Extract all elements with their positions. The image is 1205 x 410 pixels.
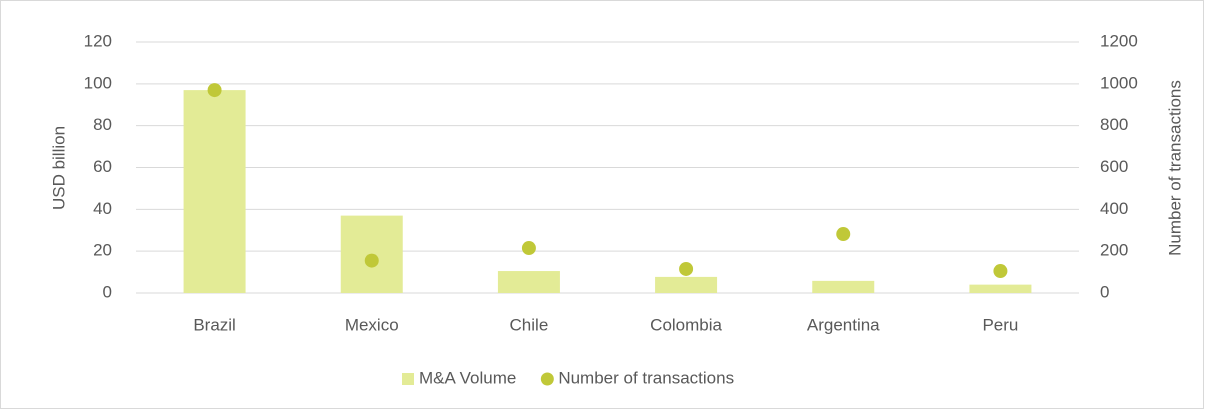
y-tick-label: 120: [84, 31, 112, 50]
y2-axis-label: Number of transactions: [1165, 80, 1184, 256]
y-axis-label: USD billion: [49, 126, 68, 210]
y-tick-label: 0: [103, 282, 112, 301]
bar: [183, 90, 246, 293]
y2-tick-label: 1200: [1100, 31, 1138, 50]
bar: [812, 280, 875, 293]
y-tick-label: 20: [93, 241, 112, 260]
point: [521, 241, 536, 256]
y-tick-label: 80: [93, 115, 112, 134]
legend-swatch: [540, 372, 554, 386]
x-tick-label: Colombia: [650, 315, 722, 334]
legend-label: M&A Volume: [419, 368, 516, 387]
bar: [655, 276, 718, 293]
x-tick-label: Argentina: [807, 315, 880, 334]
y2-tick-label: 0: [1100, 282, 1109, 301]
y2-tick-label: 800: [1100, 115, 1128, 134]
legend-swatch: [402, 373, 414, 385]
y2-tick-label: 400: [1100, 199, 1128, 218]
x-tick-label: Chile: [510, 315, 549, 334]
point: [207, 83, 222, 98]
y-tick-label: 100: [84, 73, 112, 92]
legend-label: Number of transactions: [558, 368, 734, 387]
y-tick-label: 40: [93, 199, 112, 218]
point: [993, 264, 1008, 279]
bar: [497, 271, 560, 293]
y2-tick-label: 200: [1100, 241, 1128, 260]
y-tick-label: 60: [93, 157, 112, 176]
point: [364, 253, 379, 268]
x-tick-label: Brazil: [193, 315, 236, 334]
bar: [969, 284, 1032, 293]
point: [679, 261, 694, 276]
point: [836, 227, 851, 242]
y2-tick-label: 600: [1100, 157, 1128, 176]
x-tick-label: Peru: [982, 315, 1018, 334]
x-tick-label: Mexico: [345, 315, 399, 334]
y2-tick-label: 1000: [1100, 73, 1138, 92]
